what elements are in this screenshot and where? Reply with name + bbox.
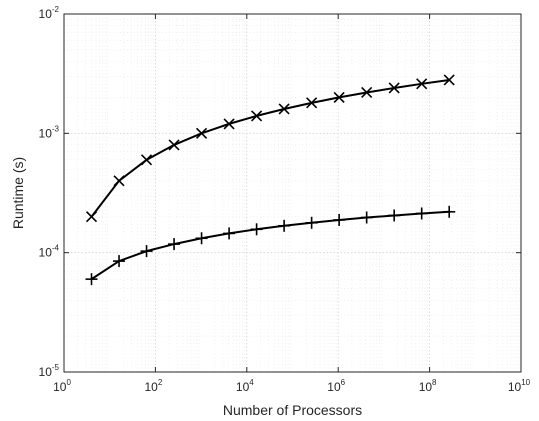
plus-marker [333, 213, 346, 226]
x-tick-label: 1010 [508, 378, 531, 394]
plus-marker [113, 255, 126, 268]
plus-marker [305, 216, 318, 229]
plus-marker [415, 207, 428, 220]
x-marker [361, 86, 373, 99]
x-marker-stroke [278, 103, 290, 115]
x-tick-label-exponent: 0 [66, 378, 71, 387]
x-marker-stroke [306, 97, 318, 109]
x-marker [223, 118, 235, 130]
y-tick-label: 10-5 [39, 363, 60, 379]
x-marker-stroke [443, 74, 455, 86]
x-marker-stroke [196, 127, 208, 139]
x-tick-label-exponent: 8 [432, 378, 437, 387]
grid [63, 13, 522, 373]
x-tick-label-base: 10 [508, 380, 522, 394]
plus-marker [443, 205, 456, 218]
x-marker-stroke [416, 78, 428, 90]
series-layer [85, 74, 456, 286]
x-tick-label-exponent: 2 [158, 378, 163, 387]
x-marker [85, 211, 98, 223]
y-tick-label-exponent: -2 [52, 5, 60, 14]
x-tick-label-base: 10 [53, 380, 67, 394]
y-tick-label-base: 10 [39, 7, 53, 21]
x-tick-label: 102 [144, 378, 162, 394]
x-tick-label-exponent: 4 [249, 378, 254, 387]
x-marker [251, 110, 263, 122]
x-marker-stroke [361, 86, 373, 99]
plus-marker [223, 227, 236, 240]
x-tick-label-exponent: 6 [341, 378, 346, 387]
x-tick-label: 100 [53, 378, 71, 394]
x-tick-label: 106 [327, 378, 345, 394]
x-marker [113, 175, 125, 187]
y-axis-label: Runtime (s) [10, 157, 26, 229]
x-marker-stroke [333, 91, 345, 103]
y-tick-label-exponent: -4 [52, 244, 60, 253]
x-tick-label-base: 10 [327, 380, 341, 394]
x-marker [416, 78, 428, 90]
y-tick-label: 10-4 [39, 244, 60, 260]
plus-marker [168, 238, 181, 251]
x-marker-stroke [168, 139, 180, 151]
x-marker [278, 103, 290, 115]
y-tick-label-base: 10 [39, 365, 53, 379]
x-marker [388, 82, 400, 94]
plus-marker [85, 273, 98, 286]
x-tick-label-base: 10 [236, 380, 250, 394]
plus-marker [195, 232, 208, 245]
x-tick-label-base: 10 [419, 380, 433, 394]
series-line-1 [90, 78, 450, 218]
x-tick-label-base: 10 [144, 380, 158, 394]
x-marker-stroke [113, 175, 125, 187]
x-tick-label: 104 [236, 378, 254, 394]
plot-frame [63, 13, 522, 373]
x-marker-stroke [388, 82, 400, 94]
plus-marker [140, 245, 153, 258]
x-axis-label: Number of Processors [223, 402, 362, 418]
plus-marker [250, 223, 263, 236]
x-marker [196, 127, 208, 139]
y-tick-label: 10-3 [39, 124, 60, 140]
x-marker-stroke [140, 154, 153, 166]
x-marker-stroke [223, 118, 235, 130]
x-tick-label: 108 [419, 378, 437, 394]
y-tick-label-exponent: -5 [52, 363, 60, 372]
y-tick-label-base: 10 [39, 246, 53, 260]
x-tick-label-exponent: 10 [521, 378, 530, 387]
x-marker [333, 91, 345, 103]
plus-marker [278, 219, 291, 232]
x-marker-stroke [85, 211, 98, 223]
x-marker [140, 154, 153, 166]
y-tick-label-exponent: -3 [52, 124, 60, 133]
plus-marker [360, 211, 373, 224]
plus-marker [388, 209, 401, 222]
x-marker [443, 74, 455, 86]
y-tick-label: 10-2 [39, 5, 60, 21]
x-marker [306, 97, 318, 109]
x-marker-stroke [251, 110, 263, 122]
x-marker [168, 139, 180, 151]
y-tick-label-base: 10 [39, 126, 53, 140]
